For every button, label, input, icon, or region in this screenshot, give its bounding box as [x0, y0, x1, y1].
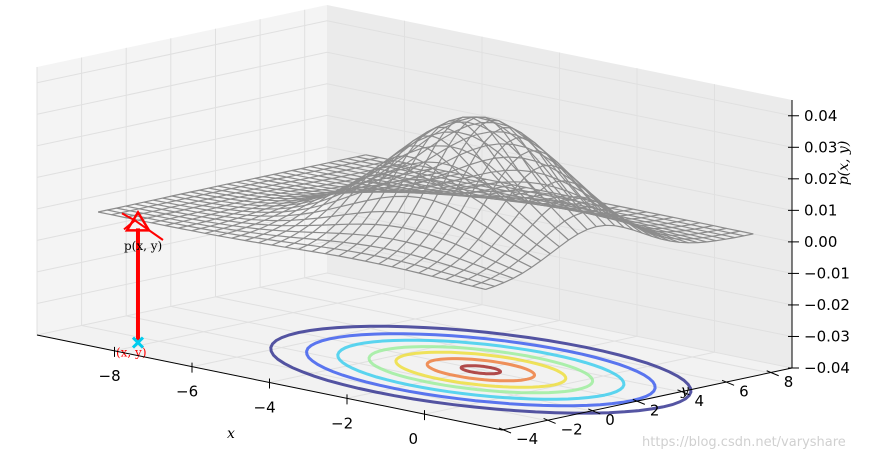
contour-line	[336, 338, 626, 401]
annotation-pxy: p(x, y)	[124, 239, 162, 253]
surface-line-y	[178, 170, 447, 229]
surface-line-y	[164, 167, 433, 227]
surface-line-x	[153, 195, 542, 262]
label-arrow-head	[121, 212, 137, 231]
y-tick-label: −2	[561, 420, 583, 438]
gridline-z	[36, 114, 793, 211]
x-tick-label: −2	[331, 414, 353, 432]
y-tick	[588, 408, 601, 415]
contour-line	[425, 357, 537, 383]
z-tick-label: 0.03	[804, 138, 837, 156]
gridline-z	[36, 240, 793, 337]
side-pane	[37, 5, 327, 335]
surface-line-y	[258, 173, 527, 244]
gridline-z	[36, 51, 793, 148]
surface-line-x	[134, 203, 523, 274]
z-tick-label: 0.00	[804, 233, 837, 251]
surface-line-y	[471, 210, 741, 287]
x-tick-label: −6	[176, 383, 198, 401]
y-tick	[721, 379, 735, 386]
contour-line	[269, 324, 693, 415]
z-tick-label: −0.01	[804, 264, 850, 282]
surface-line-x	[347, 158, 735, 239]
y-tick-label: −4	[516, 430, 538, 448]
z-tick-label: 0.01	[804, 201, 837, 219]
surface-line-y	[124, 159, 393, 219]
surface-line-x	[162, 178, 551, 255]
y-tick-label: 4	[694, 392, 704, 410]
y-tick	[543, 418, 556, 424]
z-tick-label: 0.04	[804, 107, 837, 125]
surface-line-x	[107, 209, 495, 287]
contour-line	[394, 350, 568, 389]
gridline-z	[36, 83, 793, 180]
tick-layer: −8 −6 −4 −2 0 −4 −2 0 2 4 6 8 0.04 0.03 0.02 0.01 0.00 −0…	[99, 107, 850, 448]
y-tick	[766, 370, 779, 377]
contour-line	[367, 345, 595, 395]
x-tick-label: −8	[99, 367, 121, 385]
z-tick-label: 0.02	[804, 170, 837, 188]
surface-line-y	[204, 176, 473, 234]
surface-line-y	[284, 155, 553, 248]
y-tick	[632, 398, 646, 405]
gridline-z	[36, 20, 793, 117]
gridline-z	[36, 272, 793, 369]
y-tick	[677, 389, 690, 396]
surface-line-y	[418, 150, 687, 274]
surface-line-x	[125, 205, 514, 279]
surface-line-x	[217, 116, 607, 226]
z-tick-label: −0.03	[804, 327, 850, 345]
y-axis-label: y	[680, 383, 690, 399]
surface-line-x	[328, 162, 717, 242]
contour-line	[459, 364, 502, 376]
y-tick-label: 8	[784, 373, 794, 391]
surface-line-y	[458, 195, 727, 284]
surface-line-y	[137, 162, 406, 221]
watermark: https://blog.csdn.net/varyshare	[642, 435, 846, 450]
point-marker	[131, 336, 145, 349]
surface-line-x	[144, 201, 532, 268]
y-tick	[498, 427, 512, 434]
surface-line-y	[485, 224, 754, 290]
surface-line-x	[365, 154, 754, 235]
z-axis-label: p(x, y)	[836, 141, 852, 186]
y-axis-line	[501, 367, 793, 431]
y-tick-label: 0	[605, 411, 615, 429]
z-tick-label: −0.04	[804, 359, 850, 377]
x-axis-label: x	[227, 426, 235, 442]
surface-line-y	[445, 180, 714, 281]
surface-line-y	[111, 156, 380, 216]
label-arrow-shaft	[134, 219, 164, 241]
y-tick-label: 6	[739, 382, 749, 400]
contour-line	[305, 332, 657, 408]
surface-line-y	[431, 164, 700, 277]
surface-line-x	[97, 211, 486, 290]
contour-layer	[269, 324, 693, 415]
x-tick-label: −4	[254, 399, 276, 417]
surface-line-y	[97, 154, 366, 213]
x-tick-label: 0	[409, 430, 419, 448]
z-tick-label: −0.02	[804, 296, 850, 314]
surface-line-x	[116, 207, 505, 284]
y-tick-label: 2	[650, 401, 660, 419]
surface-wireframe	[97, 116, 754, 290]
